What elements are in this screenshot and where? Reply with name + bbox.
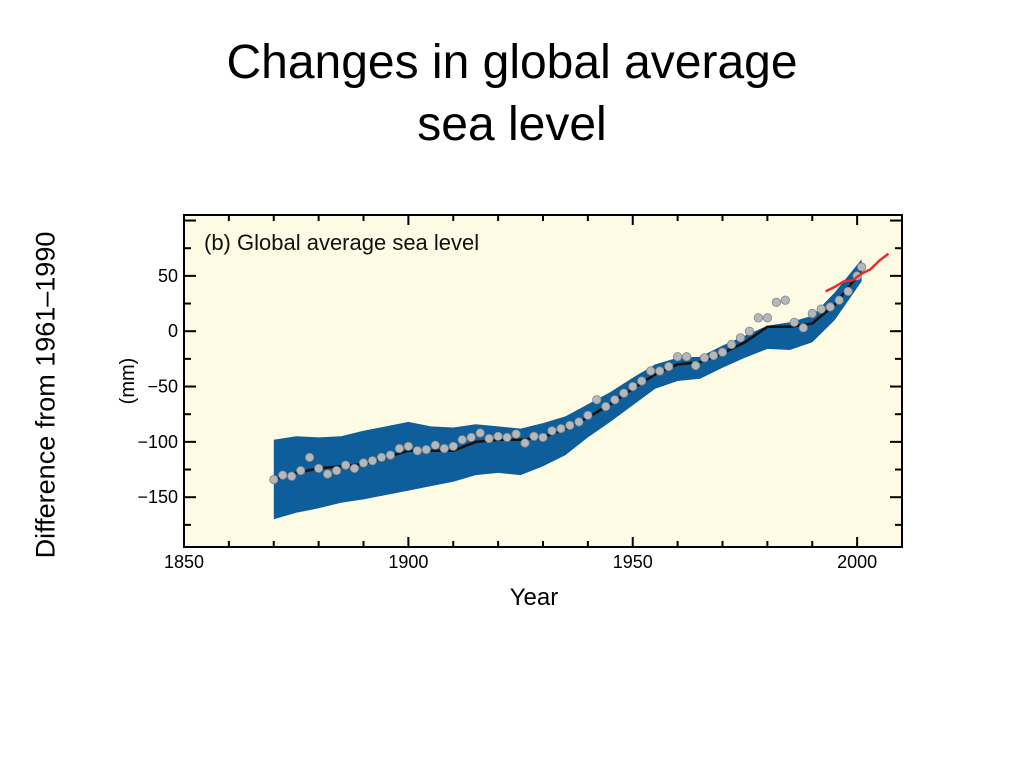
x-tick-label: 1950 (613, 552, 653, 572)
observation-point (457, 435, 467, 445)
observation-point (313, 463, 324, 473)
observation-point (556, 423, 566, 434)
slide-title-line-2: sea level (417, 98, 607, 151)
observation-point (699, 353, 710, 363)
x-tick-label: 1900 (388, 552, 428, 572)
observation-point (592, 395, 602, 405)
observation-point (376, 452, 387, 462)
observation-point (520, 438, 530, 448)
x-tick-label: 2000 (837, 552, 877, 572)
observation-point (637, 376, 647, 386)
observation-point (565, 420, 575, 430)
observation-point (681, 352, 692, 362)
observation-point (331, 465, 342, 476)
observation-point (708, 350, 719, 361)
observation-point (672, 352, 683, 362)
y-tick-label: 50 (158, 266, 178, 286)
observation-point (762, 313, 773, 323)
observation-point (843, 286, 853, 296)
satellite-sea-level-line (825, 252, 890, 293)
observation-point (340, 460, 351, 470)
uncertainty-band (273, 259, 862, 520)
observation-point (789, 317, 799, 327)
observation-point (610, 395, 620, 405)
observation-point (798, 323, 808, 333)
observation-point (753, 313, 764, 323)
observation-point (349, 463, 360, 473)
observation-point (807, 308, 817, 319)
observation-point (493, 431, 503, 441)
observation-point (690, 360, 701, 371)
observation-point (601, 401, 611, 412)
slide-title-line-1: Changes in global average (226, 36, 798, 89)
observation-point (664, 361, 674, 372)
observation-point (628, 381, 638, 392)
observation-point (322, 469, 333, 479)
observation-point (484, 433, 494, 444)
observation-point (511, 429, 521, 439)
inner-y-axis-label: (mm) (117, 358, 139, 405)
observation-point (430, 440, 440, 450)
observation-point (367, 456, 378, 466)
observation-point (269, 474, 279, 485)
observation-point (735, 333, 746, 343)
observation-point (296, 465, 306, 476)
observation-point (726, 339, 737, 350)
observation-point (619, 388, 629, 398)
observation-point (780, 295, 790, 305)
y-tick-label: −100 (137, 432, 178, 452)
observation-point (529, 431, 539, 441)
observation-point (475, 428, 485, 438)
observation-point (717, 347, 728, 357)
observation-point (448, 441, 458, 451)
observation-point (403, 441, 413, 451)
y-tick-label: 0 (168, 321, 178, 341)
observation-point (646, 366, 656, 376)
observation-point (287, 471, 297, 481)
observation-point (439, 443, 449, 454)
observation-point (547, 426, 557, 436)
observation-point (385, 450, 395, 460)
y-tick-label: −50 (147, 377, 178, 397)
observation-point (421, 444, 431, 455)
observation-point (466, 432, 476, 442)
x-axis-label: Year (510, 584, 559, 611)
observation-point (394, 443, 404, 454)
observation-point (771, 297, 782, 307)
slide-title: Changes in global average sea level (0, 32, 1024, 156)
observation-point (502, 432, 512, 442)
observation-point (834, 295, 844, 305)
observation-point (278, 470, 288, 480)
observation-point (856, 262, 867, 272)
observation-point (538, 432, 548, 442)
observation-point (825, 302, 835, 312)
observation-point (358, 458, 369, 468)
observation-point (816, 304, 826, 314)
observation-point (304, 452, 315, 462)
observation-point (744, 326, 755, 336)
y-tick-label: −150 (137, 487, 178, 507)
observation-point (583, 410, 593, 420)
observation-point (412, 446, 422, 456)
x-tick-label: 1850 (164, 552, 204, 572)
panel-label: (b) Global average sea level (204, 230, 479, 255)
observation-point (574, 417, 584, 427)
observation-point (655, 366, 665, 376)
